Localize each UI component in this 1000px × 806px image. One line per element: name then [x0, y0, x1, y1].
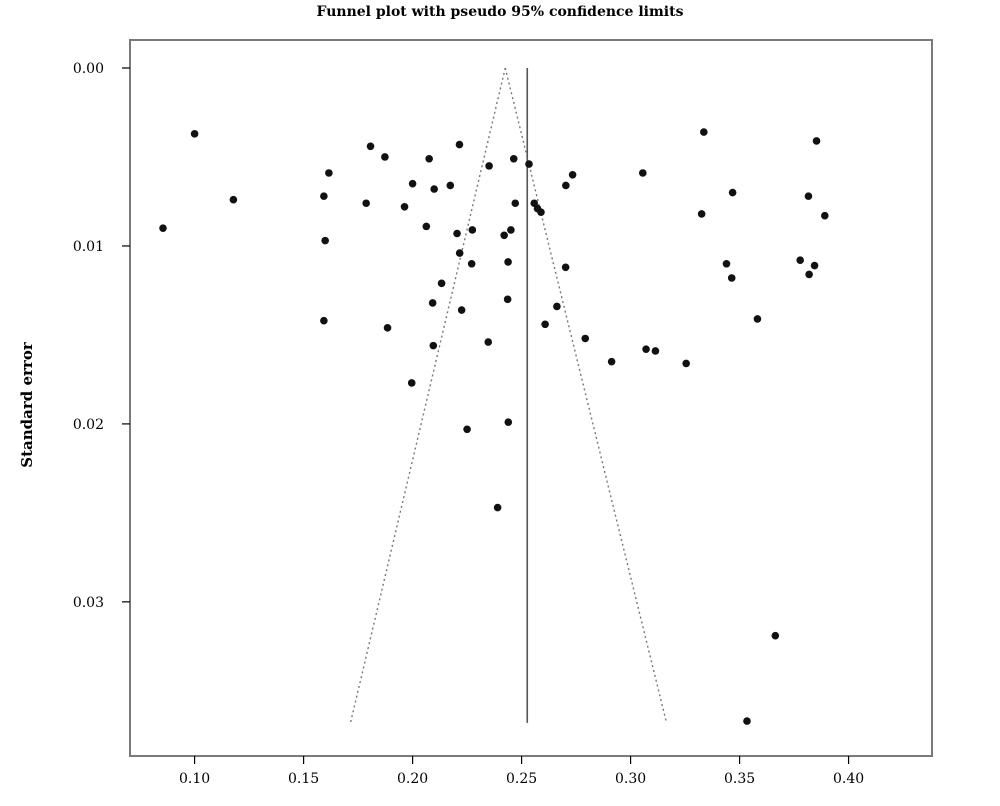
study-point — [743, 717, 751, 725]
study-point — [821, 211, 829, 220]
study-point — [638, 169, 647, 177]
study-point — [700, 128, 708, 136]
study-point — [722, 259, 731, 268]
study-point — [408, 179, 417, 188]
study-point — [437, 279, 446, 288]
study-point — [366, 142, 375, 151]
x-tick-label: 0.25 — [506, 771, 537, 787]
study-point — [321, 236, 329, 245]
study-point — [362, 199, 370, 208]
study-point — [430, 185, 438, 193]
study-point — [381, 153, 389, 161]
study-point — [463, 425, 471, 434]
study-point — [455, 140, 464, 149]
study-point — [511, 199, 520, 208]
study-point — [484, 338, 493, 346]
y-tick-label: 0.01 — [73, 239, 104, 255]
study-point — [642, 345, 650, 353]
chart-title: Funnel plot with pseudo 95% confidence l… — [316, 4, 684, 20]
funnel-left-limit — [349, 67, 506, 724]
study-point — [493, 503, 502, 512]
study-point — [727, 274, 736, 282]
study-point — [753, 315, 762, 323]
study-point — [509, 154, 518, 163]
y-tick-label: 0.02 — [73, 417, 104, 433]
x-tick-label: 0.40 — [833, 771, 864, 787]
y-tick-label: 0.03 — [73, 595, 104, 611]
study-point — [507, 226, 515, 234]
x-tick-label: 0.20 — [397, 771, 428, 787]
x-tick-label: 0.35 — [724, 771, 755, 787]
study-point — [383, 324, 392, 332]
study-point — [500, 231, 508, 240]
x-tick-label: 0.30 — [615, 771, 646, 787]
study-point — [190, 130, 199, 138]
study-point — [468, 226, 477, 234]
study-point — [467, 259, 476, 268]
study-point — [804, 192, 813, 200]
study-point — [455, 249, 464, 257]
study-point — [796, 256, 804, 264]
study-point — [400, 203, 409, 211]
study-point — [325, 169, 333, 177]
x-tick-label: 0.15 — [288, 771, 319, 787]
study-point — [812, 137, 821, 145]
plot-frame — [129, 39, 933, 757]
study-point — [504, 418, 513, 426]
study-point — [810, 261, 819, 270]
study-point — [429, 341, 438, 350]
study-point — [697, 210, 706, 218]
study-point — [561, 263, 570, 272]
study-point — [607, 357, 616, 366]
study-point — [682, 359, 690, 368]
study-point — [320, 316, 328, 325]
study-point — [446, 181, 455, 190]
y-tick-label: 0.00 — [73, 61, 104, 77]
study-point — [407, 379, 416, 387]
study-point — [581, 334, 590, 343]
study-point — [320, 192, 328, 200]
study-point — [229, 195, 238, 204]
study-point — [728, 188, 737, 197]
study-point — [485, 162, 493, 170]
study-point — [541, 320, 549, 329]
study-point — [425, 154, 433, 163]
study-point — [422, 222, 431, 231]
study-point — [553, 302, 561, 311]
study-point — [159, 224, 167, 232]
study-point — [771, 631, 780, 640]
x-tick-label: 0.10 — [179, 771, 210, 787]
study-point — [568, 170, 577, 179]
study-point — [428, 299, 437, 307]
study-point — [537, 208, 545, 216]
study-point — [504, 258, 512, 266]
study-point — [457, 306, 466, 314]
study-point — [562, 181, 570, 190]
study-point — [805, 270, 813, 279]
study-point — [503, 295, 512, 304]
study-point — [453, 229, 461, 238]
study-point — [525, 160, 533, 168]
study-point — [651, 347, 660, 355]
